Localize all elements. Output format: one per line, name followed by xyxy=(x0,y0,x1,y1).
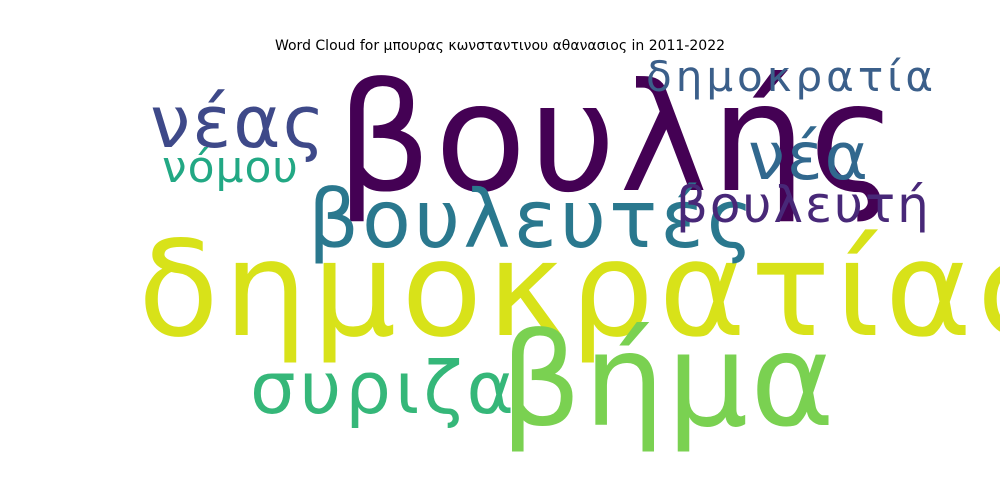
word-nomou: νόμου xyxy=(162,142,299,193)
word-nea: νέα xyxy=(748,118,871,195)
word-vouli: βουλής xyxy=(336,52,901,226)
word-dimokratias: δημοκρατίας xyxy=(138,213,1000,367)
word-vouleftes: βουλευτές xyxy=(308,173,757,266)
word-vouleftis: βουλευτή xyxy=(676,176,931,234)
word-neas: νέας xyxy=(150,80,327,164)
word-dimokratia: δημοκρατία xyxy=(646,52,938,101)
word-syriza: συριζα xyxy=(250,346,518,430)
word-vima: βήμα xyxy=(500,307,837,456)
figure-title: Word Cloud for μπουρας κωνσταντινου αθαν… xyxy=(274,38,726,54)
